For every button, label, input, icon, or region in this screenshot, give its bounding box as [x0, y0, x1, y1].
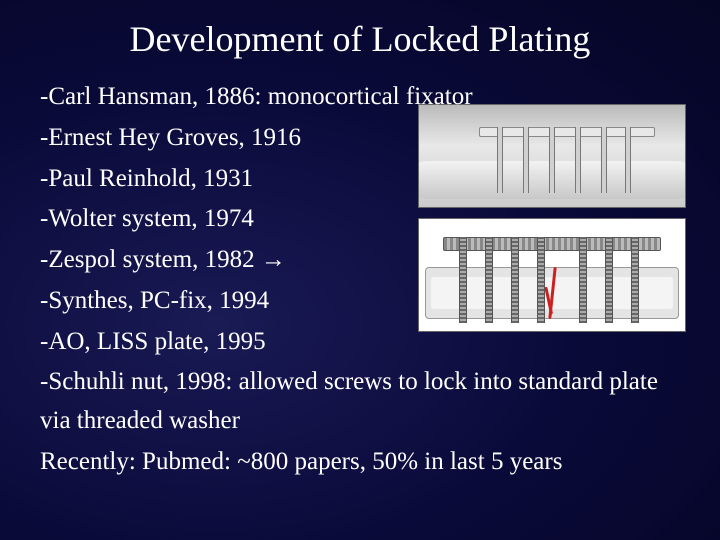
bullet-item: -Wolter system, 1974 [40, 200, 680, 239]
bullet-item: -Zespol system, 1982 → [40, 241, 680, 280]
bullet-list: -Carl Hansman, 1886: monocortical fixato… [40, 78, 680, 482]
slide-title: Development of Locked Plating [40, 18, 680, 60]
bullet-item: -Paul Reinhold, 1931 [40, 160, 680, 199]
bullet-item: Recently: Pubmed: ~800 papers, 50% in la… [40, 443, 680, 482]
bullet-item: -Ernest Hey Groves, 1916 [40, 119, 680, 158]
slide-body: -Carl Hansman, 1886: monocortical fixato… [40, 78, 680, 482]
bullet-item: -AO, LISS plate, 1995 [40, 323, 680, 362]
bullet-item: -Schuhli nut, 1998: allowed screws to lo… [40, 363, 680, 441]
bullet-item: -Synthes, PC-fix, 1994 [40, 282, 680, 321]
bullet-item: -Carl Hansman, 1886: monocortical fixato… [40, 78, 680, 117]
